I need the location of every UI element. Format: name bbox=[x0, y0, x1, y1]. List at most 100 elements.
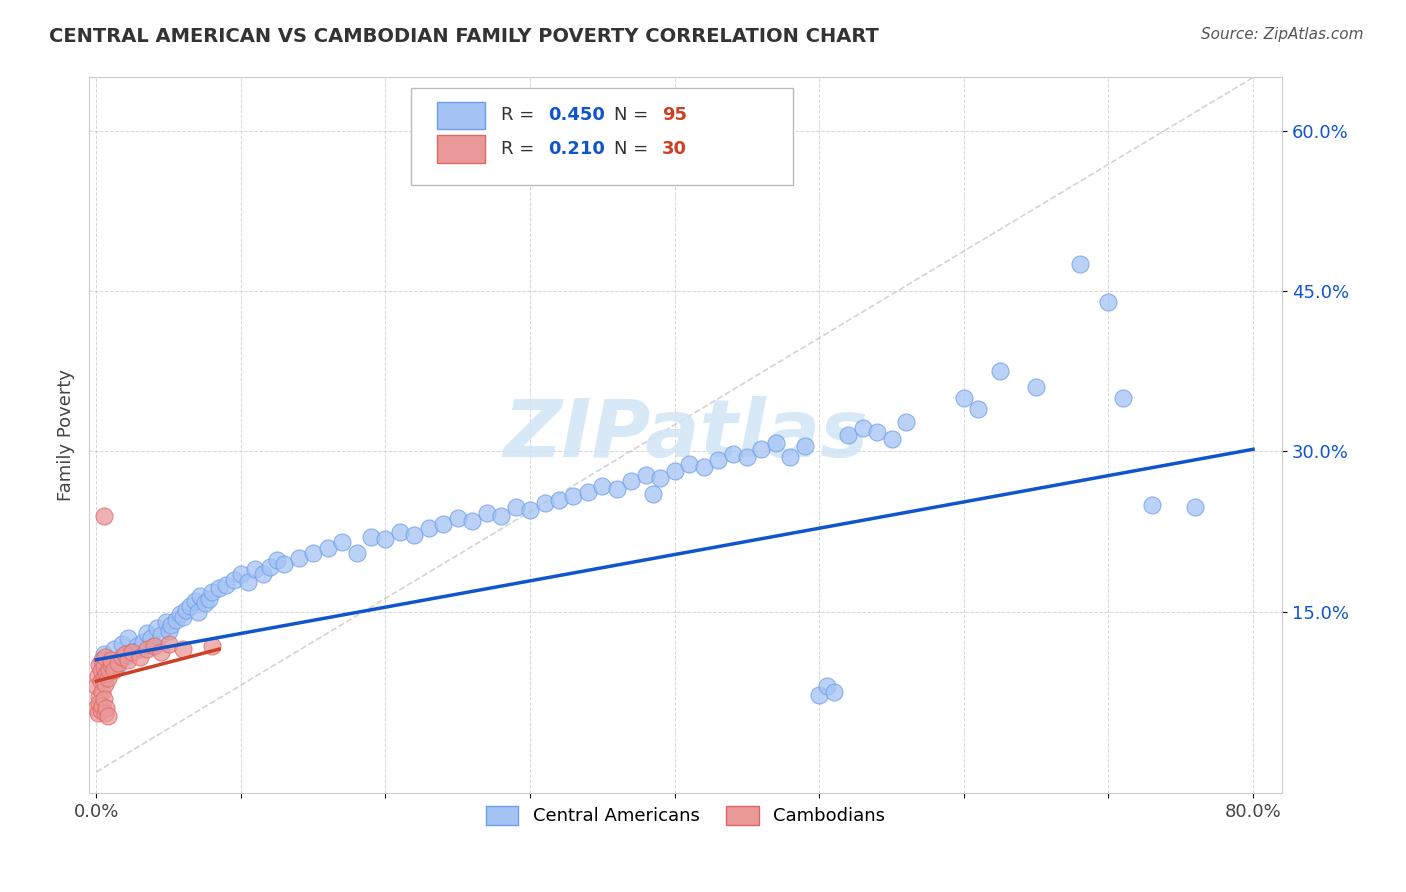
Point bbox=[111, 637, 134, 651]
Y-axis label: Family Poverty: Family Poverty bbox=[58, 369, 75, 501]
Point bbox=[1025, 380, 1047, 394]
Point bbox=[87, 669, 110, 683]
Point bbox=[751, 442, 773, 457]
Point bbox=[100, 653, 122, 667]
Point bbox=[302, 546, 325, 560]
Point bbox=[576, 485, 599, 500]
Point bbox=[533, 496, 555, 510]
Point bbox=[620, 475, 643, 489]
Point bbox=[447, 510, 470, 524]
Point bbox=[418, 521, 440, 535]
Point bbox=[201, 639, 224, 653]
Text: 0.450: 0.450 bbox=[548, 106, 605, 124]
Text: 30: 30 bbox=[662, 140, 686, 158]
Point bbox=[953, 391, 976, 405]
Point bbox=[135, 626, 157, 640]
Point bbox=[880, 432, 903, 446]
Point bbox=[97, 664, 120, 678]
Point bbox=[157, 624, 180, 638]
Point bbox=[1112, 391, 1135, 405]
Point bbox=[489, 508, 512, 523]
Point bbox=[194, 596, 217, 610]
FancyBboxPatch shape bbox=[437, 102, 485, 129]
Point bbox=[664, 464, 686, 478]
Point bbox=[866, 425, 889, 440]
Text: ZIPatlas: ZIPatlas bbox=[503, 396, 868, 475]
Point bbox=[97, 671, 120, 685]
Point bbox=[100, 653, 122, 667]
Point bbox=[93, 660, 115, 674]
Text: 95: 95 bbox=[662, 106, 686, 124]
FancyBboxPatch shape bbox=[437, 136, 485, 162]
Point bbox=[1140, 498, 1163, 512]
Point bbox=[505, 500, 527, 514]
Point bbox=[128, 642, 150, 657]
Point bbox=[967, 401, 990, 416]
Point bbox=[87, 706, 110, 721]
Point bbox=[128, 649, 150, 664]
Text: CENTRAL AMERICAN VS CAMBODIAN FAMILY POVERTY CORRELATION CHART: CENTRAL AMERICAN VS CAMBODIAN FAMILY POV… bbox=[49, 27, 879, 45]
Point bbox=[179, 599, 201, 614]
Point bbox=[91, 698, 114, 713]
Point bbox=[89, 696, 111, 710]
Point bbox=[114, 649, 136, 664]
Point bbox=[172, 642, 194, 657]
Point bbox=[94, 706, 117, 721]
Point bbox=[461, 514, 484, 528]
Point bbox=[735, 450, 758, 464]
Point bbox=[135, 642, 157, 657]
Point bbox=[198, 591, 221, 606]
Point bbox=[273, 557, 295, 571]
Point bbox=[678, 457, 700, 471]
Point bbox=[111, 649, 134, 664]
Point bbox=[117, 653, 139, 667]
Point bbox=[121, 645, 143, 659]
Point bbox=[606, 482, 628, 496]
Point bbox=[131, 634, 153, 648]
Point bbox=[374, 532, 396, 546]
Point bbox=[157, 637, 180, 651]
Point bbox=[894, 415, 917, 429]
Point bbox=[125, 639, 148, 653]
Point bbox=[143, 639, 166, 653]
Point bbox=[201, 585, 224, 599]
Point bbox=[93, 692, 115, 706]
Point bbox=[94, 649, 117, 664]
Point bbox=[245, 562, 267, 576]
Point bbox=[90, 703, 112, 717]
Point bbox=[815, 680, 838, 694]
Point bbox=[721, 446, 744, 460]
Point bbox=[707, 453, 730, 467]
Point bbox=[91, 653, 114, 667]
Point bbox=[117, 632, 139, 646]
Point bbox=[346, 546, 368, 560]
Point bbox=[793, 439, 815, 453]
Point bbox=[103, 664, 125, 678]
Point bbox=[96, 666, 118, 681]
Point bbox=[330, 535, 353, 549]
Point bbox=[94, 677, 117, 691]
Point bbox=[692, 460, 714, 475]
Point bbox=[93, 648, 115, 662]
Point bbox=[765, 435, 787, 450]
Point bbox=[121, 645, 143, 659]
Point bbox=[190, 589, 212, 603]
Point bbox=[475, 507, 498, 521]
Point bbox=[93, 508, 115, 523]
Point bbox=[287, 551, 309, 566]
Point bbox=[404, 528, 426, 542]
Point bbox=[93, 671, 115, 685]
Point bbox=[107, 658, 129, 673]
Point bbox=[562, 489, 585, 503]
Point bbox=[143, 639, 166, 653]
Point bbox=[186, 605, 208, 619]
Point bbox=[432, 517, 454, 532]
Point bbox=[97, 709, 120, 723]
Point bbox=[215, 578, 238, 592]
Point bbox=[823, 685, 845, 699]
Point bbox=[90, 664, 112, 678]
Point bbox=[169, 607, 191, 621]
Text: 0.210: 0.210 bbox=[548, 140, 605, 158]
Text: N =: N = bbox=[614, 140, 654, 158]
Point bbox=[360, 530, 382, 544]
